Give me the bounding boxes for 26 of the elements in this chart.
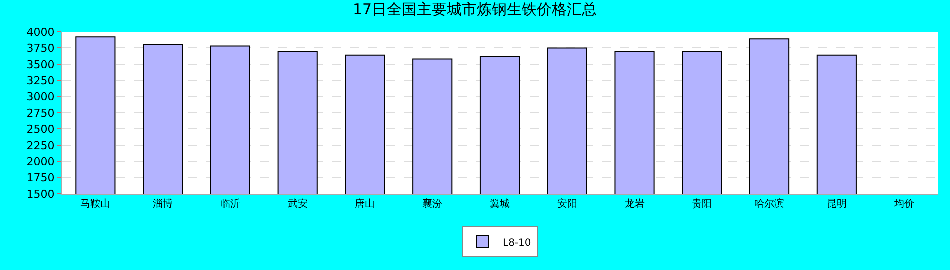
- legend-label: L8-10: [503, 238, 532, 249]
- x-tick-label: 均价: [893, 198, 914, 210]
- y-tick-label: 1750: [26, 172, 55, 185]
- x-tick-label: 临沂: [220, 198, 240, 210]
- y-tick-label: 3250: [26, 74, 55, 88]
- x-tick-label: 哈尔滨: [754, 198, 785, 210]
- y-tick-label: 1500: [26, 188, 55, 201]
- x-tick-label: 马鞍山: [80, 198, 111, 210]
- x-tick-label: 龙岩: [624, 198, 645, 210]
- x-tick-label: 贵阳: [692, 198, 712, 210]
- x-tick-label: 翼城: [490, 198, 510, 210]
- x-tick-label: 唐山: [355, 198, 376, 210]
- x-tick-label: 昆明: [826, 199, 847, 210]
- y-tick-label: 3000: [26, 90, 55, 104]
- y-tick-label: 2250: [26, 139, 55, 152]
- y-tick-label: 3750: [26, 42, 55, 56]
- x-tick-label: 武安: [288, 198, 308, 210]
- x-tick-label: 襄汾: [422, 198, 443, 210]
- y-tick-label: 2500: [26, 123, 55, 136]
- y-tick-label: 2750: [26, 106, 55, 120]
- y-tick-label: 4000: [26, 26, 55, 39]
- y-tick-label: 2000: [26, 155, 55, 168]
- y-tick-label: 3500: [26, 58, 55, 72]
- x-tick-label: 安阳: [557, 198, 578, 210]
- chart-title: 17日全国主要城市炼钢生铁价格汇总: [352, 0, 598, 19]
- x-tick-label: 淄博: [153, 198, 174, 210]
